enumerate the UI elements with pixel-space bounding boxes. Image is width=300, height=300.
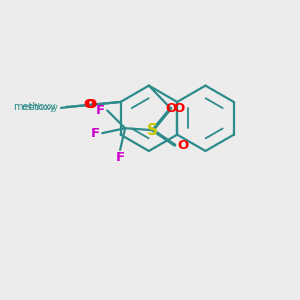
Text: O: O [165,102,176,115]
Text: F: F [116,152,125,164]
Text: O: O [83,98,94,111]
Text: O: O [173,102,184,115]
Text: F: F [96,104,105,117]
Text: methoxy: methoxy [14,102,56,112]
Text: S: S [147,123,158,138]
Text: methoxy: methoxy [21,103,58,112]
Text: O: O [85,98,96,111]
Text: F: F [91,127,100,140]
Text: O: O [177,139,188,152]
